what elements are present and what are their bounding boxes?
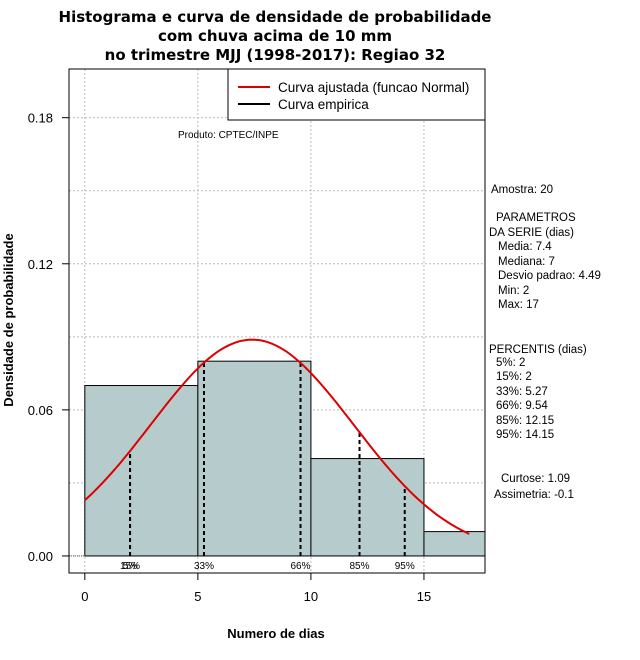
chart-title-line-2: com chuva acima de 10 mm: [158, 27, 392, 45]
stat-kurtosis: Curtose: 1.09: [501, 473, 570, 485]
y-tick-label-2: 0.12: [28, 257, 53, 272]
params-title-2: DA SERIE (dias): [489, 227, 574, 239]
stat-p15: 15%: 2: [496, 371, 532, 383]
stat-p85: 85%: 12.15: [496, 415, 554, 427]
stat-median: Mediana: 7: [498, 256, 555, 268]
percentile-label-1: 15%: [120, 561, 140, 572]
x-tick-label-2: 10: [304, 589, 318, 604]
histogram-bar-2: [310, 458, 425, 557]
x-tick-label-3: 15: [417, 589, 431, 604]
histogram-bars: [69, 360, 486, 557]
x-tick-label-0: 0: [81, 589, 88, 604]
legend-box: [227, 68, 486, 121]
stat-sd: Desvio padrao: 4.49: [498, 270, 601, 282]
x-axis: 0 5 10 15: [81, 573, 431, 604]
percentile-label-3: 66%: [291, 561, 311, 572]
legend: Curva ajustada (funcao Normal) Curva emp…: [227, 68, 486, 121]
percentile-label-2: 33%: [194, 561, 214, 572]
chart-title-line-1: Histograma e curva de densidade de proba…: [59, 8, 492, 26]
stat-skewness: Assimetria: -0.1: [494, 489, 574, 501]
statistics-panel: Amostra: 20 PARAMETROS DA SERIE (dias) M…: [489, 184, 601, 501]
x-tick-label-1: 5: [194, 589, 201, 604]
y-tick-label-1: 0.06: [28, 403, 53, 418]
histogram-bar-1: [197, 360, 312, 557]
product-annotation: Produto: CPTEC/INPE: [178, 130, 279, 141]
legend-label-normal: Curva ajustada (funcao Normal): [278, 80, 469, 95]
y-tick-label-0: 0.00: [28, 549, 53, 564]
chart-title-line-3: no trimestre MJJ (1998-2017): Regiao 32: [105, 46, 446, 64]
percentile-lines: [129, 362, 406, 556]
stat-p95: 95%: 14.15: [496, 429, 554, 441]
normal-curve-line: [84, 338, 470, 535]
x-axis-title: Numero de dias: [227, 626, 325, 641]
stat-p33: 33%: 5.27: [496, 386, 548, 398]
chart-title: Histograma e curva de densidade de proba…: [59, 8, 492, 64]
histogram-bar-0: [84, 385, 199, 557]
y-axis-title: Densidade de probabilidade: [1, 233, 16, 406]
percentile-labels: 5%15% 33% 66% 85% 95%: [120, 561, 415, 572]
stat-min: Min: 2: [498, 285, 529, 297]
y-tick-label-3: 0.18: [28, 111, 53, 126]
stat-mean: Media: 7.4: [498, 241, 552, 253]
legend-label-empirical: Curva empirica: [278, 97, 369, 112]
stat-max: Max: 17: [498, 299, 539, 311]
y-axis: 0.00 0.06 0.12 0.18: [28, 111, 69, 564]
percentiles-title: PERCENTIS (dias): [489, 344, 587, 356]
histogram-bar-3: [423, 531, 486, 557]
sample-size: Amostra: 20: [491, 184, 553, 196]
percentile-label-0: 5%: [123, 561, 138, 572]
percentile-label-4: 85%: [350, 561, 370, 572]
params-title-1: PARAMETROS: [496, 212, 576, 224]
stat-p5: 5%: 2: [496, 357, 525, 369]
percentile-label-5: 95%: [395, 561, 415, 572]
stat-p66: 66%: 9.54: [496, 400, 548, 412]
